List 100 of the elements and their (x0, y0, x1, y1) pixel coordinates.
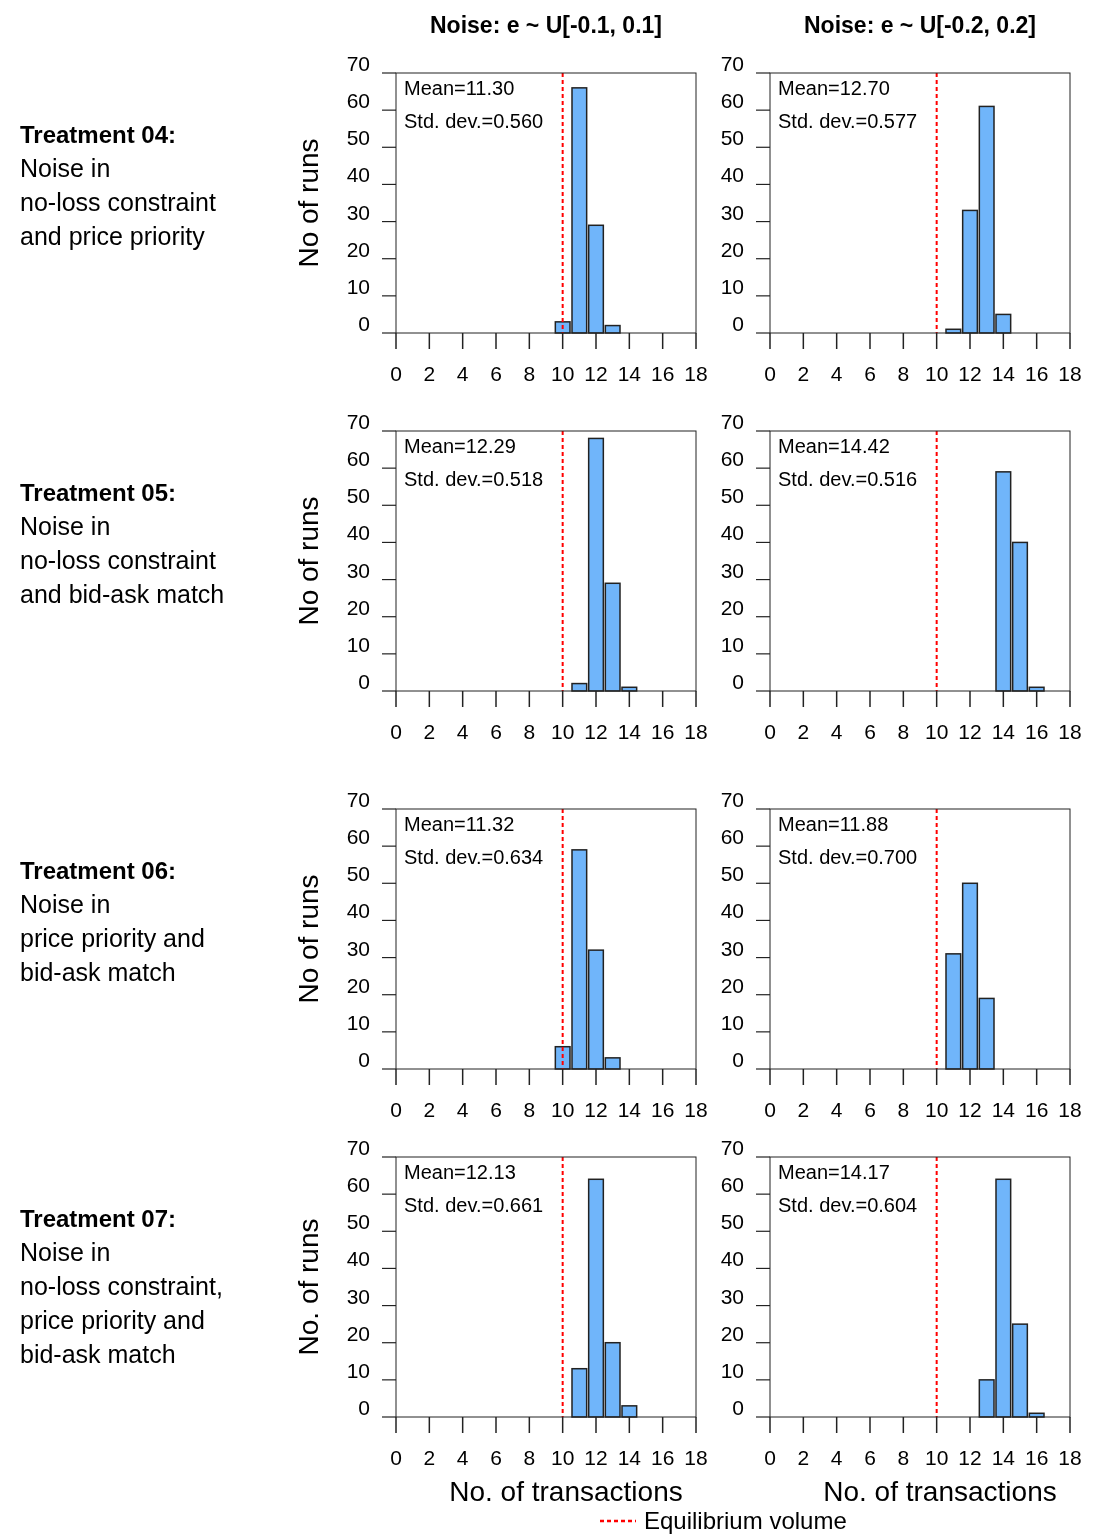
x-tick-label: 2 (423, 1446, 436, 1469)
y-tick-label: 40 (720, 521, 744, 545)
x-tick-label: 16 (1024, 362, 1049, 385)
x-tick-label: 14 (991, 1446, 1016, 1469)
text: Treatment 05: (20, 479, 177, 506)
y-tick-label: 10 (720, 1358, 744, 1382)
y-tick-label: 70 (346, 52, 370, 75)
x-tick-label: 18 (1058, 362, 1082, 385)
y-tick-label: 60 (720, 1173, 744, 1197)
y-tick-label: 50 (346, 484, 370, 508)
x-tick-label: 6 (864, 1098, 876, 1121)
y-tick-label: 30 (720, 936, 744, 960)
text: no-loss constraint (20, 546, 216, 574)
x-tick-label: 10 (924, 1098, 949, 1121)
x-tick-label: 18 (1058, 1446, 1082, 1469)
x-tick-label: 0 (764, 1098, 776, 1121)
x-tick-label: 6 (490, 1446, 502, 1469)
y-tick-label: 20 (720, 973, 744, 997)
y-tick-label: 0 (732, 1048, 744, 1071)
y-tick-label: 60 (346, 1173, 370, 1197)
y-tick-label: 10 (346, 1010, 370, 1034)
y-tick-label: 0 (358, 670, 370, 693)
x-tick-label: 10 (550, 362, 575, 385)
y-tick-label: 20 (720, 595, 744, 619)
x-tick-label: 14 (617, 1098, 642, 1121)
annotation: Std. dev.=0.604 (778, 1194, 918, 1216)
annotation: Std. dev.=0.661 (404, 1194, 544, 1216)
y-tick-label: 20 (346, 595, 370, 619)
y-tick-label: 20 (346, 237, 370, 261)
y-tick-label: 20 (720, 1321, 744, 1345)
annotation: Mean=12.13 (404, 1161, 516, 1183)
y-tick-label: 30 (346, 200, 370, 224)
text: Treatment 04: (20, 121, 177, 148)
x-tick-label: 8 (897, 1098, 910, 1121)
x-tick-label: 14 (991, 720, 1016, 743)
x-tick-label: 14 (991, 362, 1016, 385)
y-tick-label: 20 (720, 237, 744, 261)
y-tick-label: 0 (732, 312, 744, 335)
text: and bid-ask match (20, 580, 225, 608)
y-tick-label: 20 (346, 973, 370, 997)
x-tick-label: 4 (830, 1446, 843, 1469)
x-tick-label: 2 (423, 720, 436, 743)
text: Treatment 07: (20, 1205, 177, 1232)
legend-label: Equilibrium volume (644, 1507, 847, 1534)
x-tick-label: 4 (456, 362, 469, 385)
y-tick-label: 60 (720, 447, 744, 471)
x-tick-label: 16 (1024, 1098, 1049, 1121)
x-tick-label: 4 (456, 720, 469, 743)
x-tick-label: 6 (490, 720, 502, 743)
x-tick-label: 4 (456, 1098, 469, 1121)
y-tick-label: 0 (732, 1396, 744, 1419)
y-tick-label: 60 (720, 825, 744, 849)
y-tick-label: 70 (720, 410, 744, 433)
x-tick-label: 6 (864, 1446, 876, 1469)
text: and price priority (20, 222, 206, 250)
annotation: Mean=12.70 (778, 77, 890, 99)
x-tick-label: 18 (1058, 1098, 1082, 1121)
text: Noise in (20, 512, 111, 540)
x-tick-label: 2 (423, 362, 436, 385)
x-tick-label: 12 (958, 720, 982, 743)
y-tick-label: 60 (720, 89, 744, 113)
x-tick-label: 10 (550, 1098, 575, 1121)
x-tick-label: 6 (490, 1098, 502, 1121)
y-tick-label: 50 (720, 862, 744, 886)
y-tick-label: 70 (346, 1136, 370, 1159)
x-tick-label: 0 (390, 720, 402, 743)
x-tick-label: 16 (1024, 1446, 1049, 1469)
x-axis-title: No. of transactions (823, 1476, 1057, 1507)
y-tick-label: 10 (720, 632, 744, 656)
x-tick-label: 0 (390, 1446, 402, 1469)
x-tick-label: 18 (684, 1446, 708, 1469)
annotation: Std. dev.=0.518 (404, 468, 544, 490)
x-tick-label: 16 (1024, 720, 1049, 743)
y-tick-label: 0 (358, 312, 370, 335)
x-tick-label: 6 (490, 362, 502, 385)
x-tick-label: 10 (924, 362, 949, 385)
x-tick-label: 8 (897, 1446, 910, 1469)
y-tick-label: 30 (346, 1284, 370, 1308)
x-tick-label: 0 (764, 720, 776, 743)
x-tick-label: 10 (550, 720, 575, 743)
y-tick-label: 40 (346, 899, 370, 923)
y-tick-label: 50 (346, 862, 370, 886)
annotation: Mean=11.32 (404, 813, 515, 835)
annotation: Std. dev.=0.577 (778, 110, 918, 132)
annotation: Mean=14.42 (778, 435, 890, 457)
y-tick-label: 50 (346, 1210, 370, 1234)
x-tick-label: 2 (423, 1098, 436, 1121)
x-tick-label: 8 (897, 720, 910, 743)
annotation: Mean=14.17 (778, 1161, 890, 1183)
y-tick-label: 0 (732, 670, 744, 693)
text: Noise in (20, 1238, 111, 1266)
x-tick-label: 0 (390, 1098, 402, 1121)
annotation: Mean=11.88 (778, 813, 889, 835)
annotation: Std. dev.=0.700 (778, 846, 918, 868)
y-tick-label: 70 (720, 788, 744, 811)
y-tick-label: 40 (346, 163, 370, 187)
y-tick-label: 10 (346, 1358, 370, 1382)
x-axis-title: No. of transactions (449, 1476, 683, 1507)
text: bid-ask match (20, 958, 176, 986)
y-tick-label: 50 (720, 1210, 744, 1234)
